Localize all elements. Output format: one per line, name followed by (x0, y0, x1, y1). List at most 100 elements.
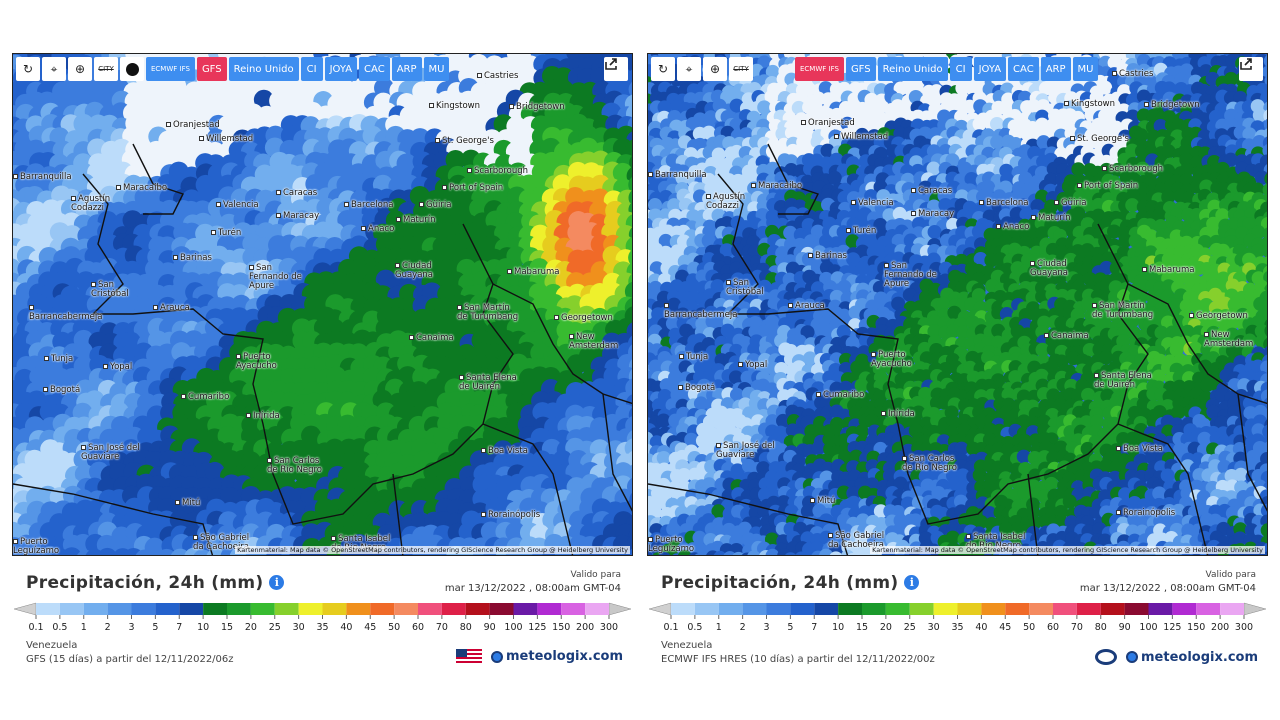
toolbar-button[interactable]: JOYA (324, 57, 358, 81)
city-label: New Amsterdam (569, 333, 631, 351)
precip-cell (873, 218, 888, 233)
precip-cell (1026, 98, 1041, 113)
tool-button[interactable]: ⊕ (68, 57, 92, 81)
city-label: Tunja (44, 355, 73, 364)
tool-button[interactable]: ⌖ (42, 57, 66, 81)
scale-swatch (298, 603, 323, 615)
precip-cell (1162, 81, 1177, 96)
scale-label: 80 (460, 622, 472, 633)
scale-swatch (250, 603, 275, 615)
border (492, 283, 632, 405)
toolbar-button[interactable]: GFS (196, 57, 227, 81)
toolbar-button[interactable]: CI (300, 57, 323, 81)
scale-swatch (489, 603, 514, 615)
scale-label: 70 (436, 622, 448, 633)
city-label: Oranjestad (166, 121, 220, 130)
scale-label: 60 (412, 622, 424, 633)
scale-swatch (83, 603, 108, 615)
precip-cell (1098, 80, 1113, 95)
precip-cell (927, 224, 942, 239)
precip-cell (829, 152, 844, 167)
toolbar-button[interactable]: ARP (391, 57, 422, 81)
info-icon[interactable]: i (269, 575, 285, 590)
city-label: San Cristóbal (91, 281, 153, 299)
precip-cell (1264, 173, 1267, 185)
border (392, 473, 404, 555)
precip-cell (765, 64, 780, 79)
precip-cell (625, 139, 632, 159)
city-label: Mabaruma (507, 268, 560, 277)
precip-cell (892, 206, 907, 221)
toolbar-button[interactable]: CITY (94, 57, 118, 81)
precip-cell (624, 281, 632, 302)
city-label: Inírida (246, 412, 280, 421)
title-text: Precipitación, 24h (mm) (26, 573, 264, 593)
toolbar-button[interactable]: MU (423, 57, 450, 81)
precip-cell (628, 249, 632, 266)
precip-cell (667, 198, 682, 213)
scale-label: 10 (197, 622, 209, 633)
city-label: Canaima (409, 334, 454, 343)
layer-button[interactable] (120, 57, 144, 81)
precip-cell (703, 110, 718, 125)
scale-swatch (155, 603, 180, 615)
panel: Castries Kingstown Bridgetown St. George's O… (12, 53, 633, 703)
scale-swatch (513, 603, 538, 615)
city-label: Georgetown (554, 314, 613, 323)
precip-cell (528, 282, 549, 303)
precip-cell (253, 173, 274, 194)
toolbar-button[interactable]: Reino Unido (228, 57, 299, 81)
precip-cell (990, 134, 1005, 149)
city-label: San José del Guaviare (81, 444, 143, 462)
precip-cell (1091, 208, 1106, 223)
precip-cell (157, 548, 176, 555)
precip-cell (1179, 173, 1194, 188)
precip-cell (908, 90, 923, 105)
model-run: GFS (15 días) a partir del 12/11/2022/06… (26, 654, 234, 665)
title: Precipitación, 24h (mm) i (26, 573, 285, 593)
scale-label: 35 (316, 622, 328, 633)
precip-cell (955, 81, 970, 96)
precip-cell (873, 99, 888, 114)
precip-cell (1071, 162, 1086, 177)
city-label: Arauca (153, 304, 190, 313)
precip-cell (170, 548, 190, 555)
city-label: Kingstown (429, 102, 480, 111)
logo-mark (491, 650, 504, 663)
toolbar-button[interactable]: CAC (359, 57, 390, 81)
city-label: Willemstad (199, 135, 253, 144)
city-label: Yopal (103, 363, 132, 372)
scale-swatch (465, 603, 490, 615)
precip-cell (971, 224, 986, 239)
precip-cell (480, 521, 501, 542)
precip-cell (375, 150, 396, 171)
precip-cell (1036, 135, 1051, 150)
precipitation-field (648, 54, 1267, 555)
precip-cell (301, 425, 322, 446)
scale-swatch (346, 603, 371, 615)
precip-cell (628, 190, 632, 206)
city-label: Port of Spain (442, 184, 503, 193)
precip-cell (791, 100, 806, 115)
scale-swatch (107, 603, 132, 615)
city-label: Maturín (396, 216, 436, 225)
scale-swatch (441, 603, 466, 615)
precip-cell (72, 341, 93, 362)
precip-cell (893, 81, 908, 96)
city-label: São Gabriel da Cachoeira (193, 534, 255, 552)
precip-cell (818, 81, 833, 96)
tool-button[interactable]: ↻ (16, 57, 40, 81)
share-button[interactable] (604, 57, 628, 81)
scale-label: 1 (81, 622, 87, 633)
city-label: Santa Elena de Uairén (459, 374, 521, 392)
toolbar-button[interactable]: ECMWF IFS (146, 57, 195, 81)
precip-cell (324, 438, 345, 459)
precip-cell (972, 117, 987, 132)
scale-label: 300 (600, 622, 618, 633)
scale-label: 150 (552, 622, 570, 633)
map: Castries Kingstown Bridgetown St. George's O… (647, 53, 1268, 556)
precip-cell (135, 549, 154, 555)
city-label: Mitú (175, 499, 200, 508)
precip-cell (97, 547, 117, 555)
logo-text: meteologix.com (506, 649, 623, 664)
